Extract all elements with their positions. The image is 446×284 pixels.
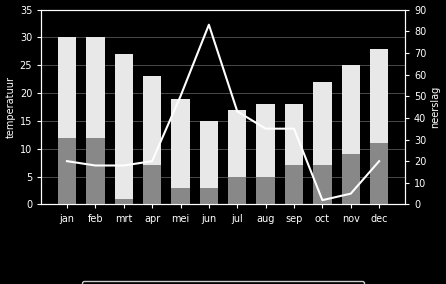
Bar [370, 143, 388, 204]
Bar [313, 166, 331, 204]
Bar [200, 188, 218, 204]
Bar [200, 121, 218, 204]
Bar [228, 177, 247, 204]
Bar [171, 99, 190, 204]
Bar [342, 65, 360, 204]
Y-axis label: temperatuur: temperatuur [5, 76, 16, 138]
Y-axis label: neerslag: neerslag [430, 86, 441, 128]
Bar [285, 166, 303, 204]
Bar [143, 166, 161, 204]
Bar [313, 82, 331, 204]
Bar [228, 110, 247, 204]
Bar [58, 37, 76, 204]
Bar [342, 154, 360, 204]
Bar [256, 104, 275, 204]
Bar [171, 188, 190, 204]
Bar [86, 138, 105, 204]
Legend: max (°C), min (°C), neerslag (mm): max (°C), min (°C), neerslag (mm) [82, 281, 364, 284]
Bar [58, 138, 76, 204]
Bar [86, 37, 105, 204]
Bar [256, 177, 275, 204]
Bar [115, 199, 133, 204]
Bar [370, 49, 388, 204]
Bar [115, 54, 133, 204]
Bar [143, 76, 161, 204]
Bar [285, 104, 303, 204]
